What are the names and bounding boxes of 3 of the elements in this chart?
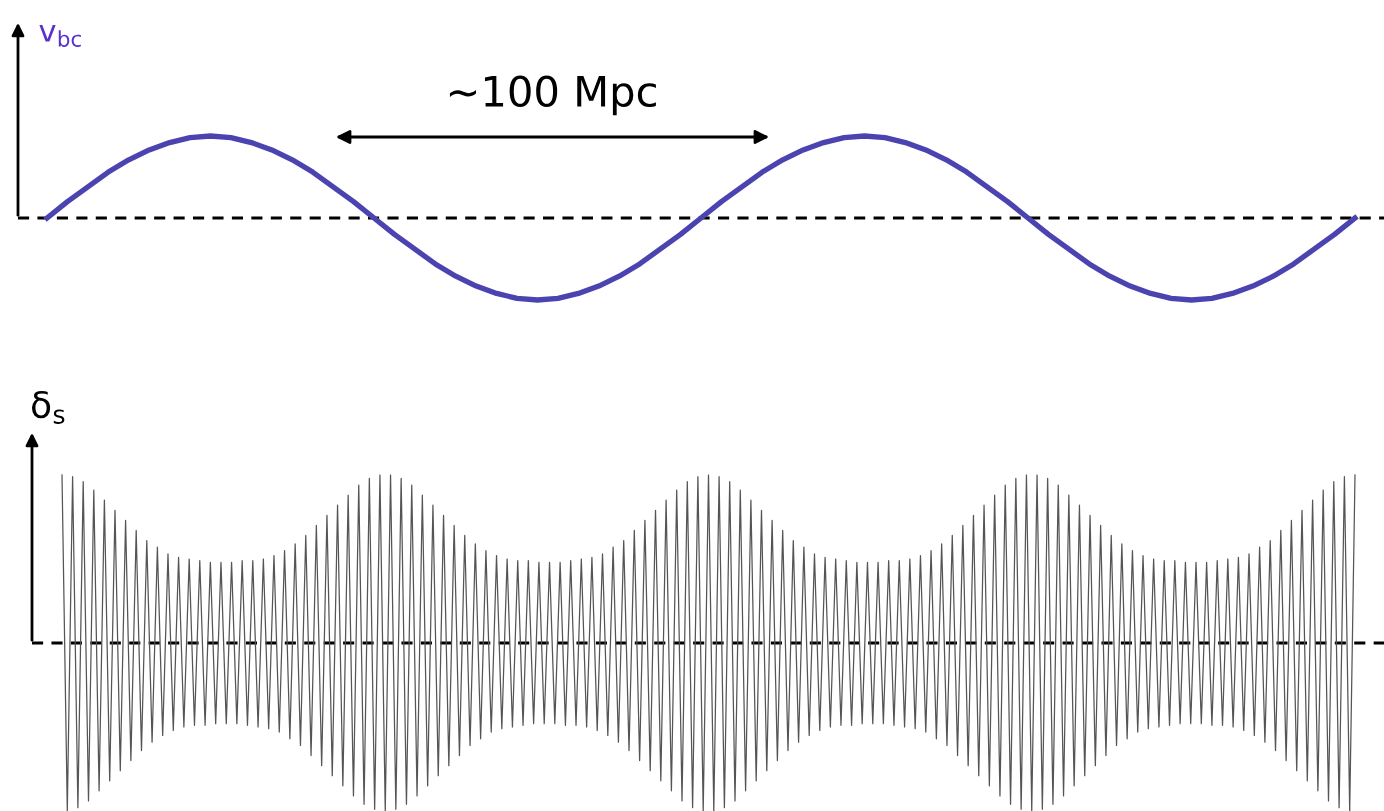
y-axis-title: δ$_{s}$ bbox=[31, 390, 65, 424]
y-axis-title: v$_{bc}$ bbox=[39, 24, 81, 47]
text: ~100 Mpc bbox=[449, 75, 656, 116]
